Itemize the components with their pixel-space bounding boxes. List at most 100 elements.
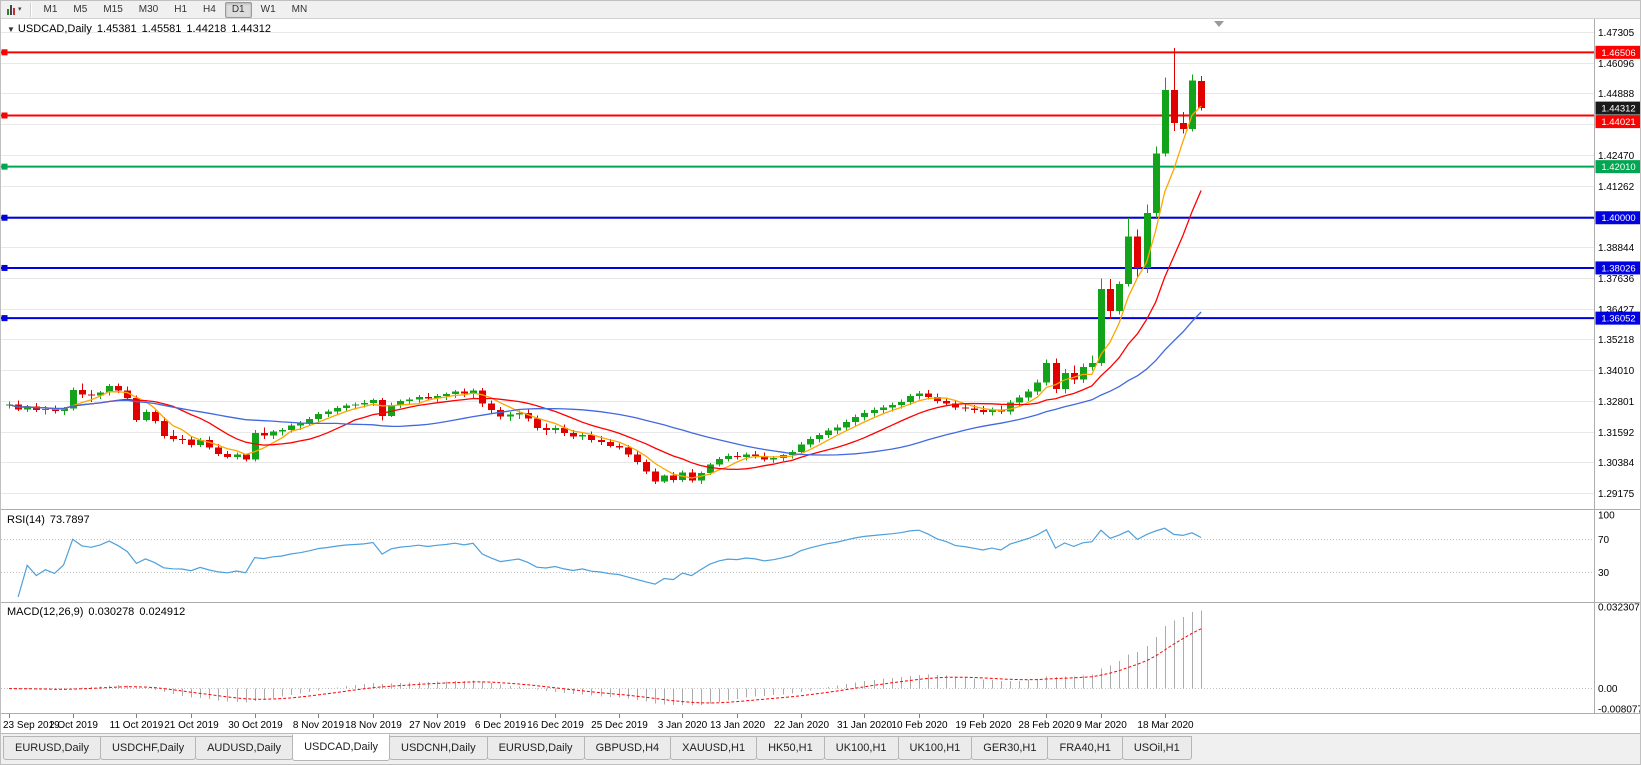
svg-text:28 Feb 2020: 28 Feb 2020 <box>1018 720 1075 731</box>
chevron-down-icon: ▾ <box>18 5 22 13</box>
timeframe-button-h1[interactable]: H1 <box>174 3 188 15</box>
rsi-value: 73.7897 <box>49 514 90 526</box>
timeframe-button-w1[interactable]: W1 <box>260 3 276 15</box>
svg-text:30 Oct 2019: 30 Oct 2019 <box>228 720 283 731</box>
svg-text:0.00: 0.00 <box>1598 684 1618 695</box>
chart-tab-uk100-h1[interactable]: UK100,H1 <box>823 736 899 760</box>
line-left-handle[interactable] <box>1 264 8 271</box>
svg-text:6 Dec 2019: 6 Dec 2019 <box>475 720 527 731</box>
line-left-handle[interactable] <box>1 49 8 56</box>
quick-trade-collapse-icon[interactable]: ▼ <box>7 25 15 34</box>
rsi-line <box>17 527 1202 598</box>
svg-text:25 Dec 2019: 25 Dec 2019 <box>591 720 648 731</box>
chart-tab-usdcnh-daily[interactable]: USDCNH,Daily <box>389 736 488 760</box>
price-gridlines <box>1 32 1594 494</box>
ohlc-high: 1.45581 <box>141 23 182 35</box>
toolbar-separator <box>29 2 32 17</box>
timeframe-button-h4[interactable]: H4 <box>203 3 216 15</box>
timeframe-buttons: M1 M5 M15 M30 H1 H4 D1 W1 MN <box>36 1 316 19</box>
svg-text:-0.008077: -0.008077 <box>1598 705 1641 716</box>
svg-text:31 Jan 2020: 31 Jan 2020 <box>837 720 892 731</box>
line-left-handle[interactable] <box>1 163 8 170</box>
svg-text:8 Nov 2019: 8 Nov 2019 <box>293 720 345 731</box>
svg-text:1.36427: 1.36427 <box>1598 305 1635 316</box>
svg-text:1.42010: 1.42010 <box>1601 162 1635 173</box>
chart-background <box>1 19 1640 735</box>
svg-text:1.29175: 1.29175 <box>1598 489 1635 500</box>
svg-text:1.31592: 1.31592 <box>1598 428 1635 439</box>
svg-text:16 Dec 2019: 16 Dec 2019 <box>527 720 584 731</box>
chart-tab-usoil-h1[interactable]: USOil,H1 <box>1121 736 1192 760</box>
horizontal-lines <box>1 49 1594 322</box>
timeframe-button-m15[interactable]: M15 <box>103 3 123 15</box>
macd-name: MACD(12,26,9) <box>7 606 84 618</box>
svg-text:100: 100 <box>1598 511 1615 522</box>
chart-tab-bar: EURUSD,Daily USDCHF,Daily AUDUSD,Daily USDC… <box>1 733 1640 764</box>
svg-text:27 Nov 2019: 27 Nov 2019 <box>409 720 466 731</box>
chart-tab-usdcad-daily[interactable]: USDCAD,Daily <box>292 734 391 761</box>
chart-tab-eurusd-daily[interactable]: EURUSD,Daily <box>486 736 585 760</box>
toolbar: ▾ M1 M5 M15 M30 H1 H4 D1 W1 MN <box>1 1 1640 19</box>
rsi-pane: 100 70 30 <box>1 511 1615 598</box>
chart-tab-hk50-h1[interactable]: HK50,H1 <box>756 736 825 760</box>
chart-tab-xauusd-h1[interactable]: XAUUSD,H1 <box>670 736 758 760</box>
svg-text:23 Sep 2019: 23 Sep 2019 <box>3 720 60 731</box>
chart-tab-eurusd-daily[interactable]: EURUSD,Daily <box>3 736 101 760</box>
svg-text:13 Jan 2020: 13 Jan 2020 <box>710 720 765 731</box>
chart-area: 1.473051.460961.448881.436791.424701.412… <box>1 19 1641 735</box>
macd-main-value: 0.030278 <box>88 606 135 618</box>
candlestick-chart-icon <box>7 4 16 15</box>
svg-text:1.46506: 1.46506 <box>1601 48 1635 59</box>
svg-text:1.38844: 1.38844 <box>1598 243 1635 254</box>
chart-title: ▼ USDCAD,Daily 1.45381 1.45581 1.44218 1.4431… <box>7 23 276 35</box>
svg-text:70: 70 <box>1598 535 1610 546</box>
chart-type-button[interactable]: ▾ <box>3 2 26 18</box>
chart-tab-ger30-h1[interactable]: GER30,H1 <box>971 736 1049 760</box>
svg-text:1.36052: 1.36052 <box>1601 314 1635 325</box>
svg-text:1.44312: 1.44312 <box>1601 104 1635 115</box>
ma-slow-line <box>8 311 1202 456</box>
line-left-handle[interactable] <box>1 315 8 322</box>
svg-text:18 Nov 2019: 18 Nov 2019 <box>345 720 402 731</box>
line-left-handle[interactable] <box>1 112 8 119</box>
chart-tab-usdchf-daily[interactable]: USDCHF,Daily <box>99 736 197 760</box>
svg-text:1.47305: 1.47305 <box>1598 28 1635 39</box>
rsi-name: RSI(14) <box>7 514 45 526</box>
timeframe-button-d1[interactable]: D1 <box>224 1 252 18</box>
price-line-badge <box>1595 160 1640 174</box>
timeframe-button-mn[interactable]: MN <box>291 3 308 15</box>
line-left-handle[interactable] <box>1 214 8 221</box>
candles <box>6 47 1205 484</box>
svg-text:3 Jan 2020: 3 Jan 2020 <box>658 720 708 731</box>
chart-tab-gbpusd-h4[interactable]: GBPUSD,H4 <box>583 736 672 760</box>
rsi-indicator-label: RSI(14) 73.7897 <box>7 514 95 526</box>
svg-text:1.37636: 1.37636 <box>1598 274 1635 285</box>
svg-text:1.34010: 1.34010 <box>1598 366 1635 377</box>
chart-tab-uk100-h1[interactable]: UK100,H1 <box>897 736 973 760</box>
chart-tab-audusd-daily[interactable]: AUDUSD,Daily <box>195 736 294 760</box>
svg-text:1.44021: 1.44021 <box>1601 117 1635 128</box>
chart-canvas[interactable]: 1.473051.460961.448881.436791.424701.412… <box>1 19 1641 735</box>
svg-text:2 Oct 2019: 2 Oct 2019 <box>49 720 98 731</box>
chart-shift-marker[interactable] <box>1214 21 1224 27</box>
symbol-period-label: USDCAD,Daily <box>17 23 92 35</box>
price-line-badge <box>1595 261 1640 275</box>
svg-text:21 Oct 2019: 21 Oct 2019 <box>164 720 219 731</box>
svg-text:11 Oct 2019: 11 Oct 2019 <box>110 720 164 731</box>
svg-text:1.32801: 1.32801 <box>1598 397 1635 408</box>
ma-fast-line <box>8 105 1202 479</box>
macd-signal-value: 0.024912 <box>139 606 186 618</box>
price-line-badge <box>1595 45 1640 59</box>
svg-text:1.42470: 1.42470 <box>1598 151 1635 162</box>
timeframe-button-m5[interactable]: M5 <box>73 3 88 15</box>
ohlc-close: 1.44312 <box>231 23 271 35</box>
macd-signal-line <box>8 628 1202 704</box>
svg-text:18 Mar 2020: 18 Mar 2020 <box>1137 720 1194 731</box>
svg-text:22 Jan 2020: 22 Jan 2020 <box>774 720 829 731</box>
macd-pane: 0.032307 0.00 -0.008077 <box>1 603 1641 716</box>
timeframe-button-m30[interactable]: M30 <box>138 3 159 15</box>
svg-text:9 Mar 2020: 9 Mar 2020 <box>1076 720 1127 731</box>
chart-tab-fra40-h1[interactable]: FRA40,H1 <box>1047 736 1123 760</box>
timeframe-button-m1[interactable]: M1 <box>43 3 58 15</box>
